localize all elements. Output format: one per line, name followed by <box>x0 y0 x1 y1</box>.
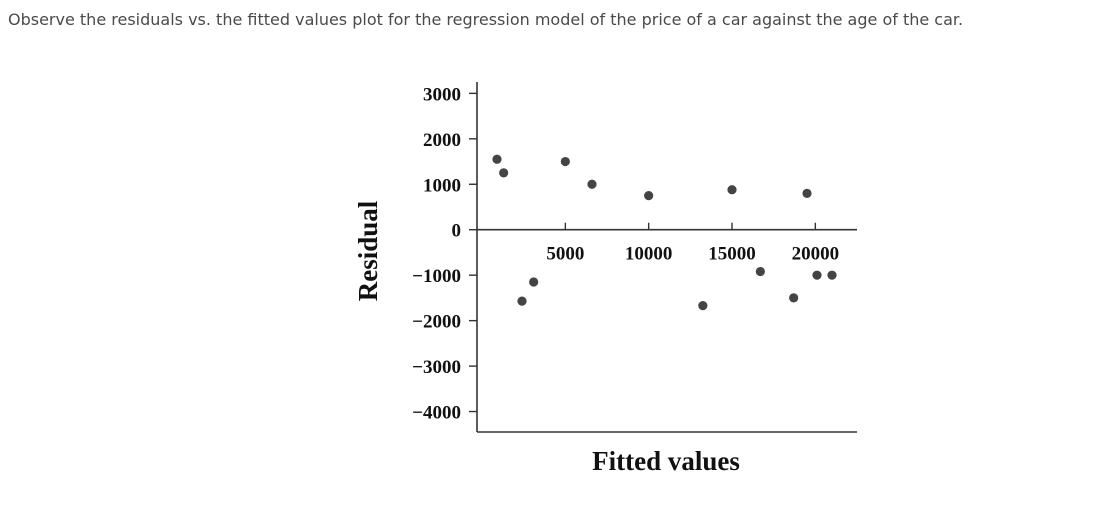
data-point <box>517 296 527 306</box>
question-text: Observe the residuals vs. the fitted val… <box>8 10 964 29</box>
y-tick-label: 3000 <box>423 84 461 105</box>
x-tick-label: 15000 <box>708 244 756 265</box>
data-point <box>727 185 737 195</box>
data-point <box>812 270 822 280</box>
y-tick-label: 0 <box>452 221 462 242</box>
y-tick-label: −3000 <box>412 357 461 378</box>
y-tick-label: 1000 <box>423 175 461 196</box>
data-points <box>492 154 837 311</box>
x-axis-label: Fitted values <box>592 446 740 476</box>
data-point <box>644 191 654 201</box>
x-ticks: 5000 10000 15000 20000 <box>546 222 840 265</box>
y-tick-label: −4000 <box>412 403 461 424</box>
data-point <box>827 270 837 280</box>
data-point <box>560 156 570 167</box>
y-tick-label: −1000 <box>412 266 461 287</box>
x-tick-label: 10000 <box>625 244 673 265</box>
data-point <box>802 188 812 198</box>
data-point <box>587 179 597 189</box>
y-tick-label: −2000 <box>412 312 461 333</box>
data-point <box>499 168 509 178</box>
y-axis-label: Residual <box>353 200 383 301</box>
data-point <box>789 293 799 303</box>
data-point <box>755 266 765 277</box>
data-point <box>698 301 708 311</box>
x-tick-label: 20000 <box>792 244 840 265</box>
x-tick-label: 5000 <box>546 244 584 265</box>
data-point <box>492 154 502 164</box>
data-point <box>529 277 539 287</box>
y-ticks: 3000 2000 1000 0 −1000 −2000 −3000 −4000 <box>412 84 477 424</box>
y-tick-label: 2000 <box>423 130 461 151</box>
axes <box>476 82 857 433</box>
